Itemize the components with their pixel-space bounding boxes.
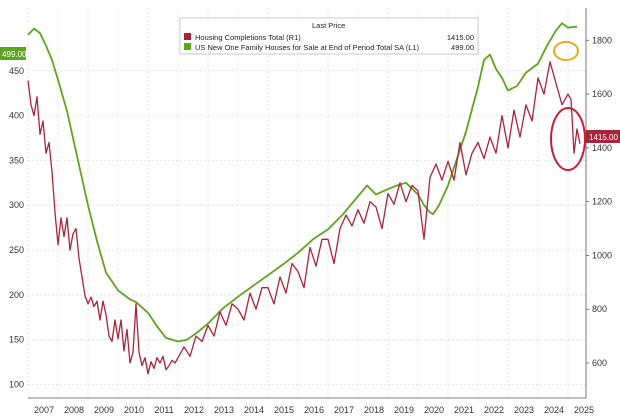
left-tick-label: 350 xyxy=(9,155,24,165)
series-layer xyxy=(27,22,581,375)
x-tick-label: 2024 xyxy=(544,405,564,415)
series-line-houses-for-sale xyxy=(27,22,577,343)
left-axis: 100 150 200 250 300 350 400 450 xyxy=(9,66,24,390)
x-tick-label: 2013 xyxy=(214,405,234,415)
left-tick-label: 400 xyxy=(9,111,24,121)
left-tick-label: 450 xyxy=(9,66,24,76)
right-axis-last-value-badge: 1415.00 xyxy=(586,130,620,143)
right-tick-label: 1400 xyxy=(592,143,612,153)
right-tick-label: 1800 xyxy=(592,35,612,45)
left-tick-label: 250 xyxy=(9,245,24,255)
series-line-housing-completions xyxy=(27,61,581,375)
x-tick-label: 2010 xyxy=(124,405,144,415)
legend-swatch-houses-for-sale xyxy=(184,43,191,50)
left-tick-label: 150 xyxy=(9,335,24,345)
x-tick-label: 2022 xyxy=(484,405,504,415)
x-tick-label: 2019 xyxy=(394,405,414,415)
legend-label-houses-for-sale: US New One Family Houses for Sale at End… xyxy=(195,43,420,52)
x-tick-label: 2009 xyxy=(94,405,114,415)
legend-value-houses-for-sale: 499.00 xyxy=(451,43,474,52)
left-tick-label: 300 xyxy=(9,200,24,210)
legend-swatch-completions xyxy=(184,33,191,40)
x-tick-label: 2018 xyxy=(364,405,384,415)
x-tick-label: 2011 xyxy=(154,405,173,415)
right-axis: 600 800 1000 1200 1400 1600 1800 xyxy=(585,8,612,398)
highlight-ring-right xyxy=(550,107,586,171)
legend-value-completions: 1415.00 xyxy=(447,33,474,42)
legend-header: Last Price xyxy=(312,21,345,30)
right-tick-label: 600 xyxy=(592,358,607,368)
legend: Last Price Housing Completions Total (R1… xyxy=(179,17,479,55)
x-tick-label: 2020 xyxy=(424,405,444,415)
right-badge-text: 1415.00 xyxy=(589,133,618,142)
right-tick-label: 1600 xyxy=(592,89,612,99)
left-badge-text: 499.00 xyxy=(2,50,27,59)
x-tick-label: 2016 xyxy=(304,405,324,415)
x-tick-label: 2023 xyxy=(514,405,534,415)
right-tick-label: 1200 xyxy=(592,197,612,207)
x-tick-label: 2015 xyxy=(274,405,294,415)
highlight-ring-left xyxy=(553,41,579,61)
x-tick-label: 2012 xyxy=(184,405,204,415)
x-tick-label: 2007 xyxy=(34,405,54,415)
left-tick-label: 100 xyxy=(9,380,24,390)
grid xyxy=(27,8,586,398)
x-axis: 2007 2008 2009 2010 2011 2012 2013 2014 2015 2016… xyxy=(28,397,594,415)
x-tick-label: 2017 xyxy=(334,405,354,415)
right-tick-label: 800 xyxy=(592,304,607,314)
right-tick-label: 1000 xyxy=(592,250,612,260)
x-tick-label: 2021 xyxy=(454,405,474,415)
x-tick-label: 2025 xyxy=(574,405,594,415)
x-tick-label: 2014 xyxy=(244,405,264,415)
legend-label-completions: Housing Completions Total (R1) xyxy=(195,33,301,42)
left-axis-last-value-badge: 499.00 xyxy=(0,47,27,60)
left-tick-label: 200 xyxy=(9,290,24,300)
x-tick-label: 2008 xyxy=(64,405,84,415)
